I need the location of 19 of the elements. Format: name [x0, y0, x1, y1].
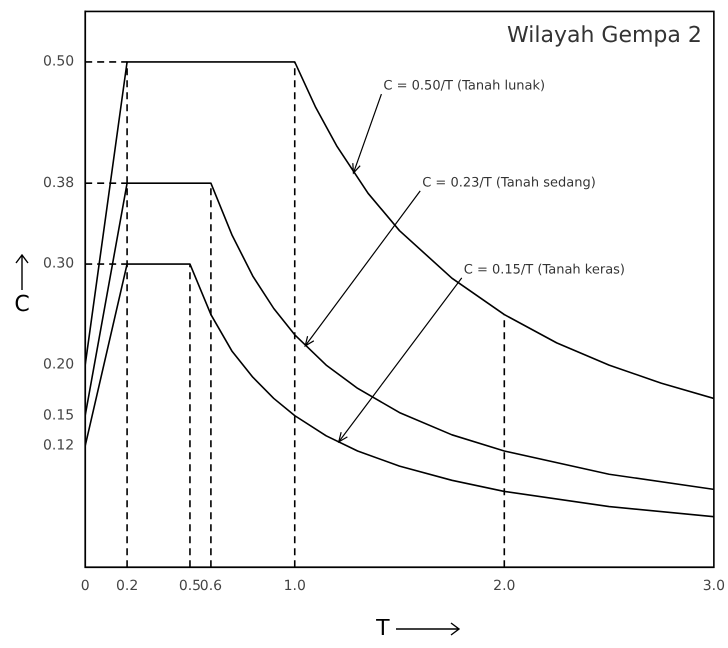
- annotation: C = 0.23/T (Tanah sedang): [422, 175, 596, 190]
- annotation: Wilayah Gempa 2: [506, 23, 702, 48]
- y-tick-label: 0.12: [43, 438, 74, 454]
- x-tick-label: 3.0: [702, 578, 725, 594]
- x-axis-title: T: [375, 616, 390, 641]
- x-tick-label: 0.5: [178, 578, 202, 594]
- y-tick-label: 0.50: [43, 54, 74, 70]
- x-tick-label: 2.0: [493, 578, 516, 594]
- x-tick-label: 1.0: [284, 578, 306, 594]
- x-tick-label: 0.6: [200, 578, 222, 594]
- y-axis-title: C: [14, 292, 30, 318]
- y-tick-label: 0.30: [43, 256, 74, 272]
- annotation: C = 0.15/T (Tanah keras): [464, 262, 626, 278]
- x-tick-label: 0.2: [116, 578, 138, 594]
- x-tick-label: 0: [80, 578, 90, 594]
- y-tick-label: 0.38: [43, 174, 74, 191]
- y-tick-label: 0.15: [43, 407, 74, 424]
- annotation: C = 0.50/T (Tanah lunak): [383, 78, 546, 94]
- y-tick-label: 0.20: [43, 356, 74, 373]
